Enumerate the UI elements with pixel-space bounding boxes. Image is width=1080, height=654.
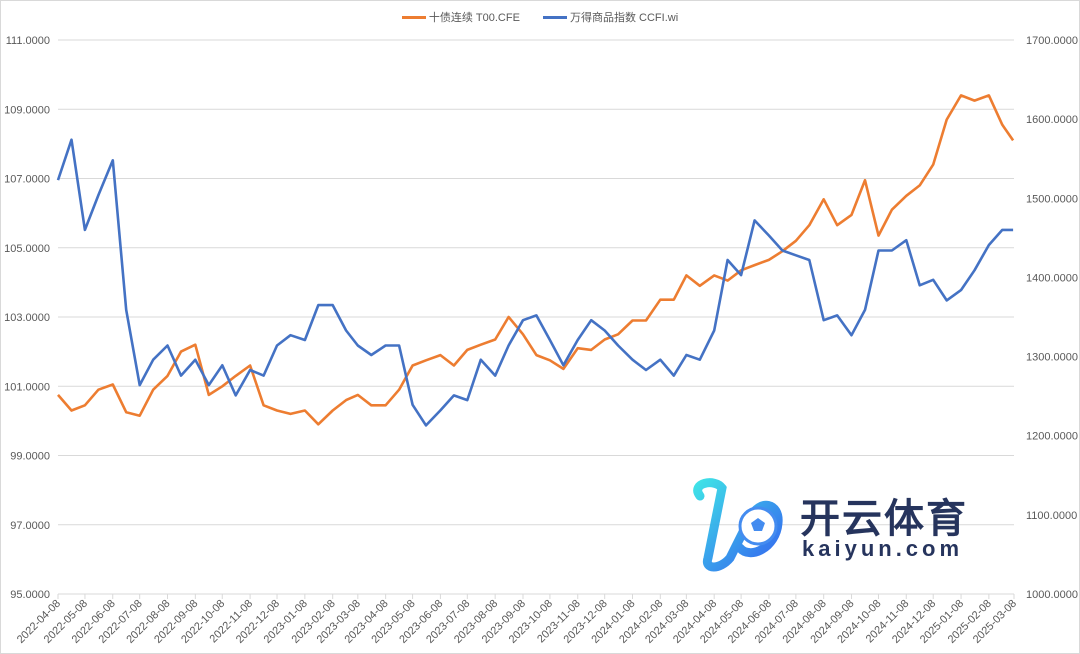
y-left-tick-label: 103.0000 — [4, 312, 50, 324]
y-right-tick-label: 1500.0000 — [1026, 193, 1078, 205]
y-right-tick-label: 1300.0000 — [1026, 352, 1078, 364]
y-right-tick-label: 1100.0000 — [1026, 510, 1077, 522]
y-right-tick-label: 1600.0000 — [1026, 114, 1078, 126]
y-left-tick-label: 107.0000 — [4, 174, 50, 186]
y-left-tick-label: 99.0000 — [10, 451, 50, 463]
kaiyun-logo-icon — [693, 478, 783, 572]
series-line-ccfi — [56, 138, 1014, 427]
legend-item-ccfi: 万得商品指数 CCFI.wi — [542, 9, 679, 25]
legend-swatch-blue — [542, 15, 567, 19]
y-right-tick-label: 1700.0000 — [1026, 35, 1078, 47]
y-right-tick-label: 1000.0000 — [1026, 589, 1078, 601]
legend-item-t00: 十债连续 T00.CFE — [401, 9, 520, 25]
y-right-tick-label: 1200.0000 — [1026, 431, 1078, 443]
y-left-tick-label: 97.0000 — [10, 520, 50, 532]
legend-swatch-orange — [401, 15, 426, 19]
legend: 十债连续 T00.CFE 万得商品指数 CCFI.wi — [0, 9, 1080, 25]
watermark-en: kaiyun.com — [802, 536, 964, 561]
watermark-logo: 开云体育 kaiyun.com — [690, 478, 980, 573]
series-line-t00 — [57, 94, 1015, 426]
y-left-tick-label: 101.0000 — [4, 381, 50, 393]
y-left-tick-label: 95.0000 — [10, 589, 50, 601]
legend-label: 十债连续 T00.CFE — [428, 12, 520, 24]
y-left-tick-label: 109.0000 — [4, 104, 50, 116]
legend-label: 万得商品指数 CCFI.wi — [569, 12, 679, 24]
y-left-tick-label: 105.0000 — [4, 243, 50, 255]
watermark-cn: 开云体育 — [800, 496, 968, 542]
y-left-tick-label: 111.0000 — [6, 35, 50, 47]
y-right-tick-label: 1400.0000 — [1026, 272, 1078, 284]
